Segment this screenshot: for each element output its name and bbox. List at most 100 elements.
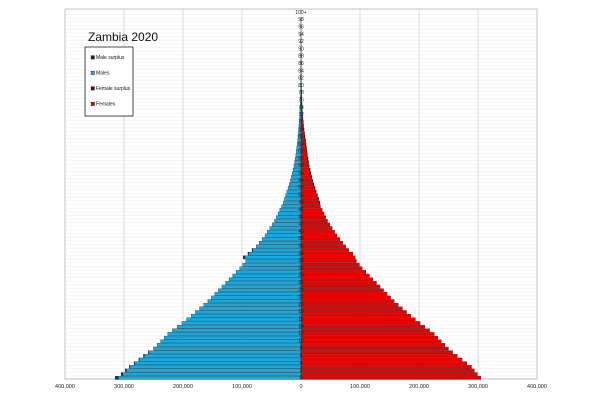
female-bar [300,306,403,311]
male-bar [143,354,302,358]
male-surplus-bar [125,368,127,373]
male-bar [160,339,302,344]
male-bar [267,230,302,234]
age-label: 42 [298,222,304,228]
male-bar [221,284,302,289]
female-surplus-bar [308,164,310,168]
age-label: 56 [298,171,304,177]
age-label: 34 [298,251,304,257]
female-bar [300,346,449,351]
male-bar [117,376,302,380]
female-surplus-bar [304,135,306,139]
female-bar [300,222,331,227]
female-bar [300,317,416,322]
age-label: 72 [298,112,304,118]
age-label: 44 [298,214,304,220]
male-bar [122,372,302,376]
female-surplus-bar [306,153,308,157]
female-bar [300,335,439,340]
female-bar [300,273,370,278]
female-bar [300,266,363,271]
male-bar [181,321,302,325]
age-axis-labels: 0246810121416182022242628303234363840424… [295,10,306,381]
age-label: 82 [298,76,304,82]
female-surplus-bar [304,138,306,143]
age-label: 66 [298,134,304,140]
male-bar [235,270,302,274]
male-bar [153,346,302,351]
female-bar [300,262,360,267]
legend-label: Female surplus [96,86,131,92]
female-bar [300,321,421,325]
female-bar [300,281,377,285]
age-label: 86 [298,61,304,67]
age-label: 24 [298,287,304,293]
female-bar [300,215,326,219]
male-bar [148,350,302,355]
female-surplus-bar [307,160,309,165]
male-surplus-bar [120,372,123,376]
male-surplus-bar [115,376,119,380]
x-tick-label: 300,000 [468,384,488,390]
male-bar [228,277,302,282]
male-bar [239,266,302,271]
female-bar [300,314,411,318]
age-label: 12 [298,331,304,337]
age-label: 68 [298,127,304,133]
female-surplus-bar [305,142,307,146]
age-label: 62 [298,149,304,155]
female-bar [300,226,333,230]
x-tick-label: 100,000 [350,384,370,390]
age-label: 88 [298,54,304,60]
female-bar [300,295,391,300]
age-label: 96 [298,25,304,31]
male-bar [218,288,302,292]
female-bar [300,241,344,245]
male-bar [211,295,302,300]
age-label: 50 [298,192,304,198]
male-bar [129,365,302,369]
male-bar [258,241,302,245]
male-bar [274,219,302,223]
age-label: 70 [298,119,304,125]
male-bar [203,303,302,307]
female-bar [300,292,388,296]
x-tick-label: 300,000 [114,384,134,390]
female-bar [300,208,323,212]
male-bar [256,244,302,249]
female-bar [300,230,335,234]
age-label: 14 [298,324,304,330]
female-surplus-bar [306,149,308,154]
male-bar [261,237,302,241]
age-label: 40 [298,229,304,235]
legend-label: Male surplus [96,55,125,61]
male-bar [195,310,302,314]
age-label: 64 [298,141,304,147]
x-tick-label: 400,000 [55,384,75,390]
x-tick-label: 200,000 [409,384,429,390]
female-bar [300,219,328,223]
female-bar [300,277,374,282]
x-tick-label: 0 [299,384,302,390]
male-bar [269,226,302,230]
male-bar [139,357,302,362]
male-surplus-bar [133,361,135,365]
age-label: 46 [298,207,304,213]
female-bar [300,233,338,238]
female-surplus-bar [317,197,319,201]
male-bar [191,314,302,318]
male-bar [186,317,302,322]
age-label: 84 [298,68,304,74]
female-bar [300,332,435,336]
age-label: 80 [298,83,304,89]
female-surplus-bar [315,189,317,194]
age-label: 38 [298,236,304,242]
male-bar [214,292,302,296]
female-bar [300,259,357,263]
x-axis-tick-labels: 400,000 300,000 200,000 100,000 0 100,000 200,… [55,384,547,390]
female-bar [300,310,407,314]
legend-swatch [90,55,95,60]
male-bar [199,306,302,311]
female-bar [300,284,381,289]
